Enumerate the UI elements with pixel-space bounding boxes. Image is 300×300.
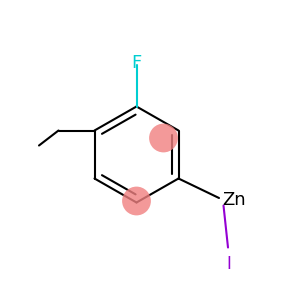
Text: F: F [131,54,142,72]
Text: I: I [226,255,231,273]
Circle shape [122,187,151,215]
Circle shape [149,124,178,152]
Text: Zn: Zn [222,191,246,209]
